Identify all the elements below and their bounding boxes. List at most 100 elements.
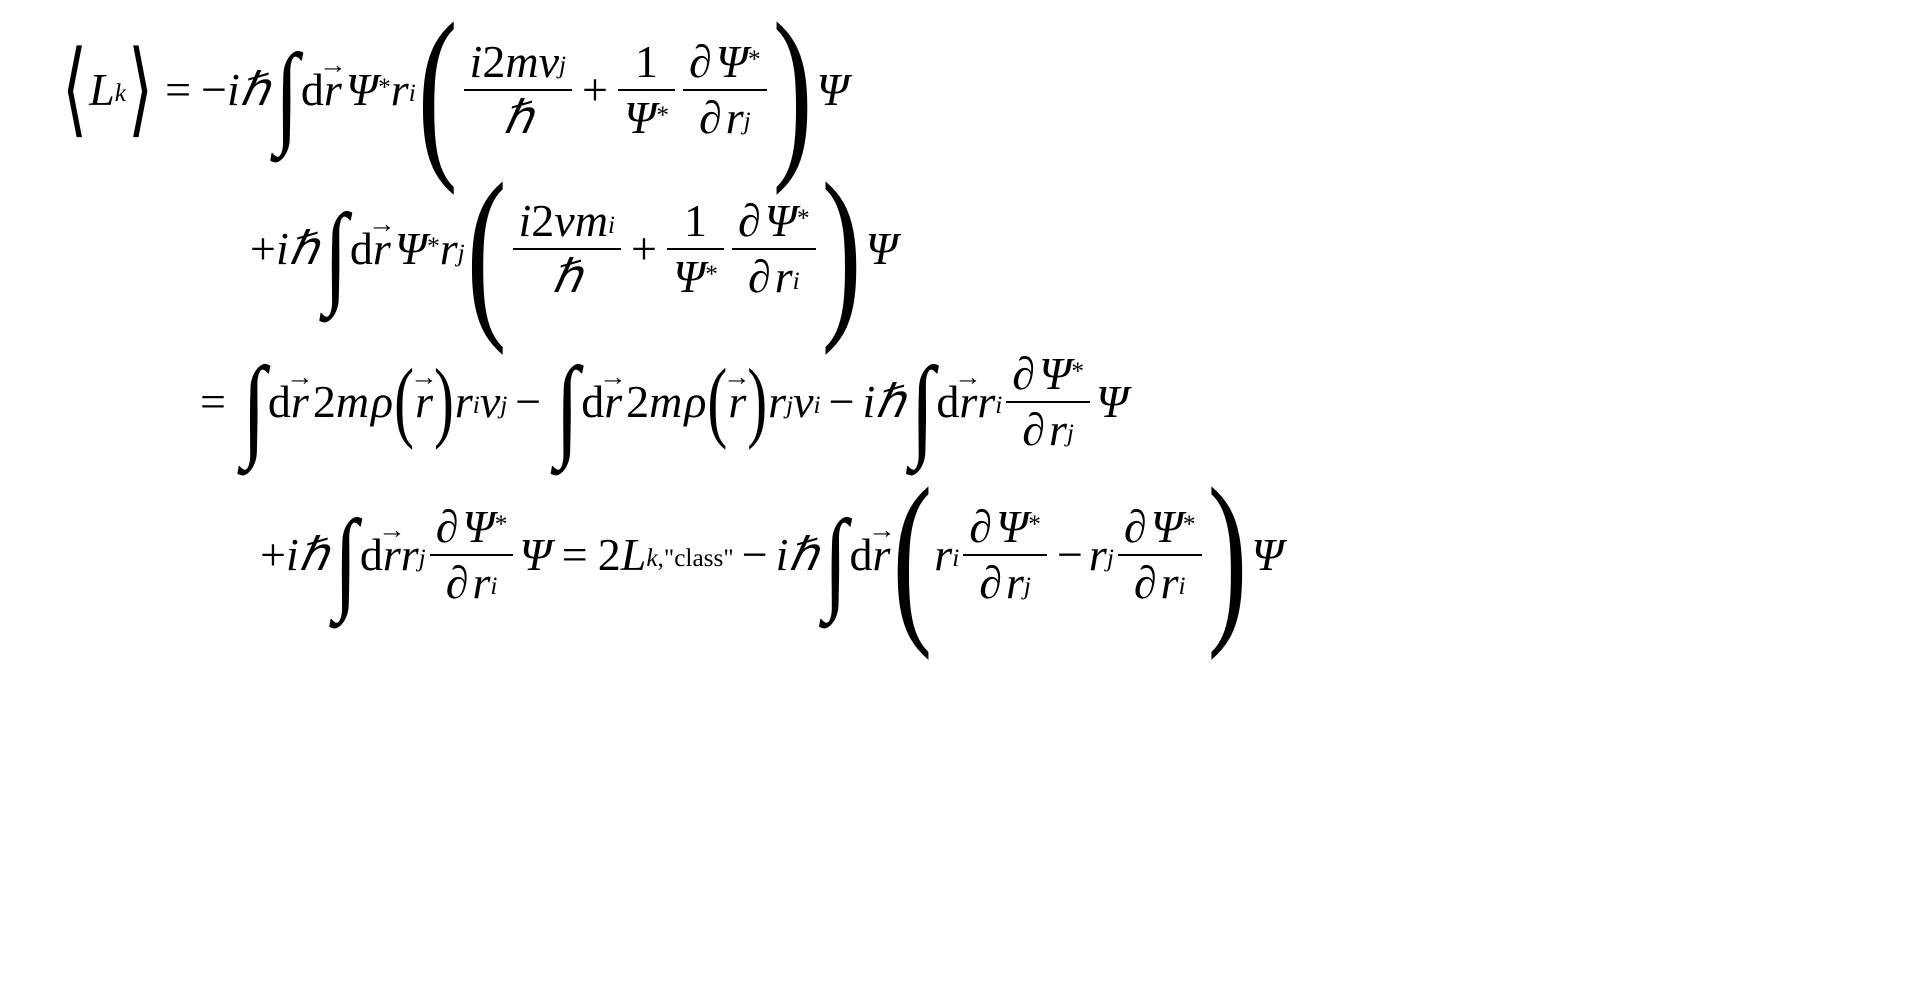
star: * [1028, 512, 1041, 537]
rangle-icon: ⟩ [128, 38, 153, 141]
integral-icon: ∫ [555, 350, 579, 464]
psi: Ψ [624, 95, 656, 141]
sub-j: j [1107, 546, 1114, 571]
sub-i: i [473, 393, 480, 418]
vec-r: r [728, 379, 746, 425]
minus: − [1057, 532, 1083, 578]
var-v: v [554, 198, 574, 244]
var-r: r [440, 226, 458, 272]
partial-icon: ∂ [1124, 504, 1147, 550]
two: 2 [531, 198, 554, 244]
lparen-icon: ( [418, 0, 458, 185]
partial-icon: ∂ [436, 504, 459, 550]
equation-line-2: + i ℏ ∫ d r Ψ * r j ( i 2 v m i ℏ + 1 [250, 190, 1848, 310]
sub-j: j [1067, 421, 1074, 446]
sub-i: i [793, 269, 800, 294]
psi: Ψ [519, 532, 551, 578]
vec-r: r [324, 67, 342, 113]
hbar: ℏ [503, 95, 532, 141]
integral-icon: ∫ [324, 197, 348, 311]
var-r: r [1089, 532, 1107, 578]
vec-r: r [873, 532, 891, 578]
sub-j: j [419, 546, 426, 571]
equation-line-1: ⟨ L k ⟩ = − i ℏ ∫ d r Ψ * r i ( i 2 m v … [60, 30, 1848, 150]
psi: Ψ [866, 226, 898, 272]
var-i: i [286, 532, 299, 578]
var-r: r [1006, 560, 1024, 606]
fraction: 1 Ψ * [618, 37, 675, 143]
var-r: r [1049, 407, 1067, 453]
psi: Ψ [395, 226, 427, 272]
partial-icon: ∂ [446, 560, 469, 606]
fraction: ∂ Ψ * ∂ r j [1006, 349, 1090, 455]
sub-i: i [814, 393, 821, 418]
var-L: L [621, 532, 647, 578]
star: * [495, 512, 508, 537]
minus: − [201, 67, 227, 113]
var-r: r [472, 560, 490, 606]
sub-i: i [1179, 574, 1186, 599]
partial-icon: ∂ [1134, 560, 1157, 606]
partial-icon: ∂ [1012, 351, 1035, 397]
var-r: r [455, 379, 473, 425]
vec-r: r [959, 379, 977, 425]
fraction: i 2 m v j ℏ [464, 37, 572, 143]
partial-icon: ∂ [1022, 407, 1045, 453]
minus: − [515, 379, 541, 425]
sub-j: j [786, 393, 793, 418]
two: 2 [598, 532, 621, 578]
equation-line-3: = ∫ d r 2 m ρ ( r ) r i v j − ∫ d r 2 m … [190, 349, 1848, 455]
psi: Ψ [765, 198, 797, 244]
star: * [797, 206, 810, 231]
integral-icon: ∫ [910, 350, 934, 464]
integral-icon: ∫ [824, 503, 848, 617]
two: 2 [626, 379, 649, 425]
sub-k-class: k,"class" [646, 546, 733, 571]
rho: ρ [684, 379, 706, 425]
vec-r: r [383, 532, 401, 578]
sub-j: j [1024, 574, 1031, 599]
partial-icon: ∂ [979, 560, 1002, 606]
sub-j: j [744, 109, 751, 134]
two: 2 [313, 379, 336, 425]
rparen-icon: ) [822, 154, 862, 345]
one: 1 [635, 39, 658, 85]
rparen-icon: ) [747, 357, 767, 447]
var-m: m [649, 379, 682, 425]
fraction: ∂ Ψ * ∂ r j [963, 502, 1047, 608]
sub-j: j [559, 53, 566, 78]
psi: Ψ [1039, 351, 1071, 397]
partial-icon: ∂ [969, 504, 992, 550]
sub-i: i [608, 213, 615, 238]
var-v: v [480, 379, 500, 425]
var-L: L [89, 67, 115, 113]
integral-icon: ∫ [242, 350, 266, 464]
fraction: 1 Ψ * [667, 196, 724, 302]
equals: = [165, 67, 191, 113]
fraction: ∂ Ψ * ∂ r i [430, 502, 514, 608]
var-m: m [336, 379, 369, 425]
star: * [748, 47, 761, 72]
star: * [378, 75, 391, 100]
sub-j: j [500, 393, 507, 418]
vec-r: r [604, 379, 622, 425]
fraction: ∂ Ψ * ∂ r i [1118, 502, 1202, 608]
var-i: i [863, 379, 876, 425]
psi: Ψ [1151, 504, 1183, 550]
partial-icon: ∂ [738, 198, 761, 244]
star: * [1183, 512, 1196, 537]
rparen-icon: ) [434, 357, 454, 447]
var-i: i [470, 39, 483, 85]
minus: − [742, 532, 768, 578]
one: 1 [684, 198, 707, 244]
var-r: r [726, 95, 744, 141]
equation-block: ⟨ L k ⟩ = − i ℏ ∫ d r Ψ * r i ( i 2 m v … [0, 0, 1908, 685]
plus: + [250, 226, 276, 272]
hbar: ℏ [289, 226, 318, 272]
lparen-icon: ( [892, 459, 932, 650]
fraction: i 2 v m i ℏ [513, 196, 621, 302]
rparen-icon: ) [773, 0, 813, 185]
var-i: i [519, 198, 532, 244]
star: * [427, 234, 440, 259]
rparen-icon: ) [1208, 459, 1248, 650]
